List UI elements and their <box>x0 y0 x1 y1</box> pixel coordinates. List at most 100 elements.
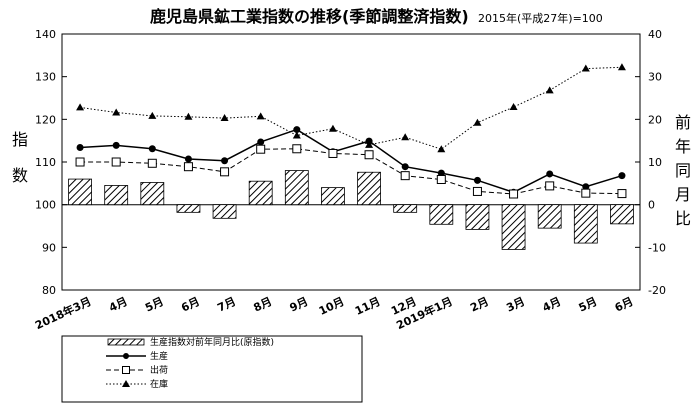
legend-label-production: 生産 <box>150 350 168 362</box>
point-marker <box>401 163 409 171</box>
point-marker <box>473 118 482 126</box>
x-axis-tick-label: 2018年3月 <box>33 294 94 332</box>
x-axis-tick-label: 6月 <box>179 295 201 315</box>
point-marker <box>257 138 265 146</box>
y-axis-label-left-char: 指 <box>12 130 28 149</box>
bar <box>501 204 526 250</box>
point-marker <box>256 112 265 120</box>
y-axis-left-ticks: 80 90 100 110 120 130 140 <box>35 28 67 297</box>
point-marker <box>220 114 229 122</box>
point-marker <box>256 144 266 154</box>
legend-label-bars: 生産指数対前年同月比(原指数) <box>150 336 274 348</box>
legend-marker-shipment <box>122 366 130 374</box>
point-marker <box>617 189 627 199</box>
y-axis-label-right-char: 前 <box>675 113 691 132</box>
legend-bar-swatch <box>107 338 145 346</box>
legend: 生産指数対前年同月比(原指数) 生産 出荷 在庫 <box>61 335 363 403</box>
y-axis-right-tick-label: -20 <box>648 284 666 297</box>
chart-subtitle: 2015年(平成27年)=100 <box>478 11 603 25</box>
point-marker <box>292 131 301 139</box>
point-marker <box>76 103 85 111</box>
bar <box>140 182 165 206</box>
y-axis-right-tick-label: 0 <box>648 199 655 212</box>
x-axis-tick-label: 5月 <box>577 295 599 315</box>
point-marker <box>328 148 338 158</box>
point-marker <box>400 171 410 181</box>
point-marker <box>545 181 555 191</box>
x-axis-tick-label: 10月 <box>317 295 346 318</box>
bar <box>429 204 454 225</box>
point-marker <box>618 172 626 180</box>
point-marker <box>364 150 374 160</box>
bar <box>393 204 418 213</box>
y-axis-left-tick-label: 140 <box>35 28 56 41</box>
legend-label-shipment: 出荷 <box>150 364 168 376</box>
y-axis-label-left-char: 数 <box>12 166 28 185</box>
point-marker <box>509 189 519 199</box>
point-marker <box>147 158 157 168</box>
point-marker <box>75 157 85 167</box>
x-axis-tick-label: 2月 <box>468 295 490 315</box>
y-axis-left-tick-label: 90 <box>42 241 56 254</box>
x-axis-tick-label: 6月 <box>613 295 635 315</box>
bar <box>610 204 634 225</box>
line-series <box>75 63 627 199</box>
y-axis-label-right: 前年同月比 <box>675 113 691 228</box>
y-axis-label-right-char: 同 <box>675 161 691 180</box>
series-line <box>80 66 622 150</box>
point-marker <box>473 176 481 184</box>
y-axis-left-tick-label: 80 <box>42 284 56 297</box>
bar <box>465 204 490 230</box>
point-marker <box>545 86 554 94</box>
x-axis-tick-label: 4月 <box>107 295 129 315</box>
bar <box>284 170 309 206</box>
y-axis-right-tick-label: 20 <box>648 113 662 126</box>
point-marker <box>617 63 626 71</box>
point-marker <box>437 145 446 153</box>
y-axis-left-tick-label: 120 <box>35 113 56 126</box>
point-marker <box>328 124 337 132</box>
legend-box <box>61 335 363 403</box>
point-marker <box>184 112 193 120</box>
y-axis-right-tick-label: 30 <box>648 71 662 84</box>
legend-marker-production <box>123 353 129 359</box>
y-axis-right-tick-label: 10 <box>648 156 662 169</box>
chart-title: 鹿児島県鉱工業指数の推移(季節調整済指数) <box>150 7 469 26</box>
series-line <box>80 148 622 195</box>
point-marker <box>220 167 230 177</box>
y-axis-right-ticks: -20 -10 0 10 20 30 40 <box>635 28 666 297</box>
x-axis-tick-label: 9月 <box>288 295 310 315</box>
point-marker <box>111 157 121 167</box>
point-marker <box>221 157 229 165</box>
y-axis-right-tick-label: -10 <box>648 241 666 254</box>
x-axis-tick-label: 11月 <box>353 295 382 318</box>
y-axis-left-tick-label: 130 <box>35 71 56 84</box>
y-axis-label-right-char: 年 <box>675 137 691 156</box>
bar <box>248 180 273 206</box>
point-marker <box>581 64 590 72</box>
point-marker <box>509 102 518 110</box>
point-marker <box>112 141 120 149</box>
point-marker <box>436 174 446 184</box>
y-axis-label-right-char: 月 <box>675 185 691 204</box>
x-axis-tick-label: 5月 <box>143 295 165 315</box>
bar <box>537 204 562 229</box>
point-marker <box>184 155 192 163</box>
point-marker <box>76 143 84 151</box>
point-marker <box>148 111 157 119</box>
legend-label-inventory: 在庫 <box>150 378 168 390</box>
point-marker <box>148 145 156 153</box>
point-marker <box>293 126 301 134</box>
point-marker <box>401 133 410 141</box>
x-axis-tick-label: 3月 <box>504 295 526 315</box>
bar <box>104 185 129 206</box>
point-marker <box>292 144 302 154</box>
legend-marker-inventory <box>122 380 130 387</box>
bar <box>321 187 345 206</box>
bar-series <box>68 170 634 250</box>
series-line <box>80 128 623 194</box>
point-marker <box>472 186 482 196</box>
bar <box>176 204 201 213</box>
